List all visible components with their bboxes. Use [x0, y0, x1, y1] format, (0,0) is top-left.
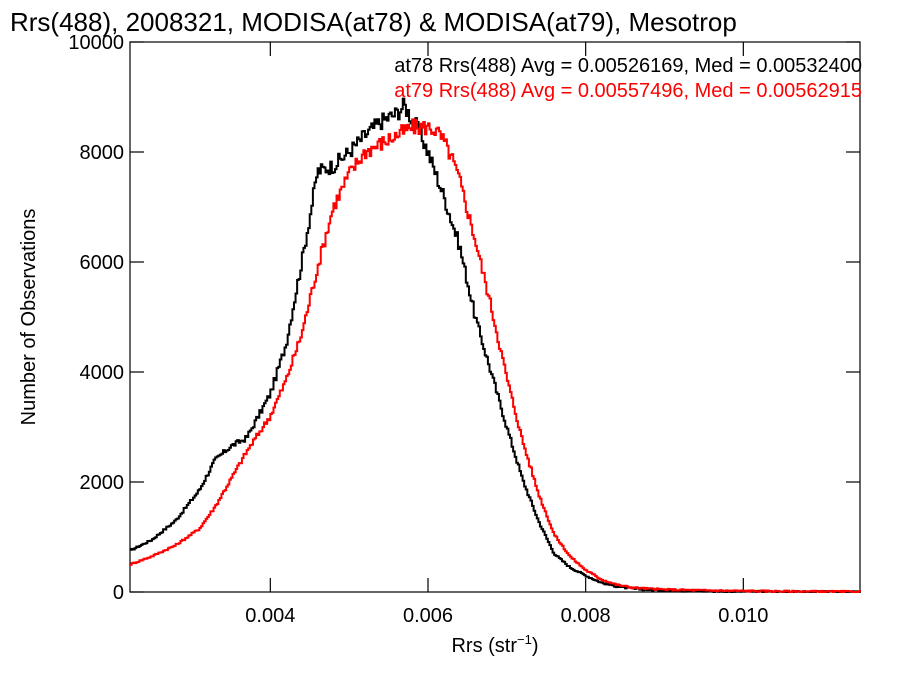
x-tick-label: 0.008	[561, 605, 611, 627]
y-tick-label: 10000	[68, 32, 124, 54]
plot-frame	[129, 41, 861, 593]
x-axis-label-sup: −1	[517, 632, 532, 647]
annotation-at78: at78 Rrs(488) Avg = 0.00526169, Med = 0.…	[394, 55, 862, 77]
series-group	[130, 97, 861, 593]
series-line-1	[130, 118, 861, 593]
y-tick-label: 8000	[80, 142, 125, 164]
y-tick-label: 2000	[80, 472, 125, 494]
y-tick-label: 4000	[80, 362, 125, 384]
x-axis-label-close: )	[532, 635, 539, 657]
y-axis-ticks: 0 2000 4000 6000 8000 10000	[68, 32, 860, 604]
series-line-0	[130, 97, 861, 593]
x-tick-label: 0.004	[245, 605, 295, 627]
y-tick-label: 0	[113, 582, 124, 604]
chart-title: Rrs(488), 2008321, MODISA(at78) & MODISA…	[10, 7, 737, 37]
y-tick-label: 6000	[80, 252, 125, 274]
x-axis-label-main: Rrs (str	[451, 635, 517, 657]
annotation-at79: at79 Rrs(488) Avg = 0.00557496, Med = 0.…	[394, 80, 862, 102]
x-axis-label: Rrs (str−1)	[451, 632, 538, 657]
x-tick-label: 0.010	[718, 605, 768, 627]
x-axis-ticks: 0.004 0.006 0.008 0.010	[245, 42, 768, 627]
y-axis-label: Number of Observations	[18, 209, 40, 426]
x-tick-label: 0.006	[403, 605, 453, 627]
